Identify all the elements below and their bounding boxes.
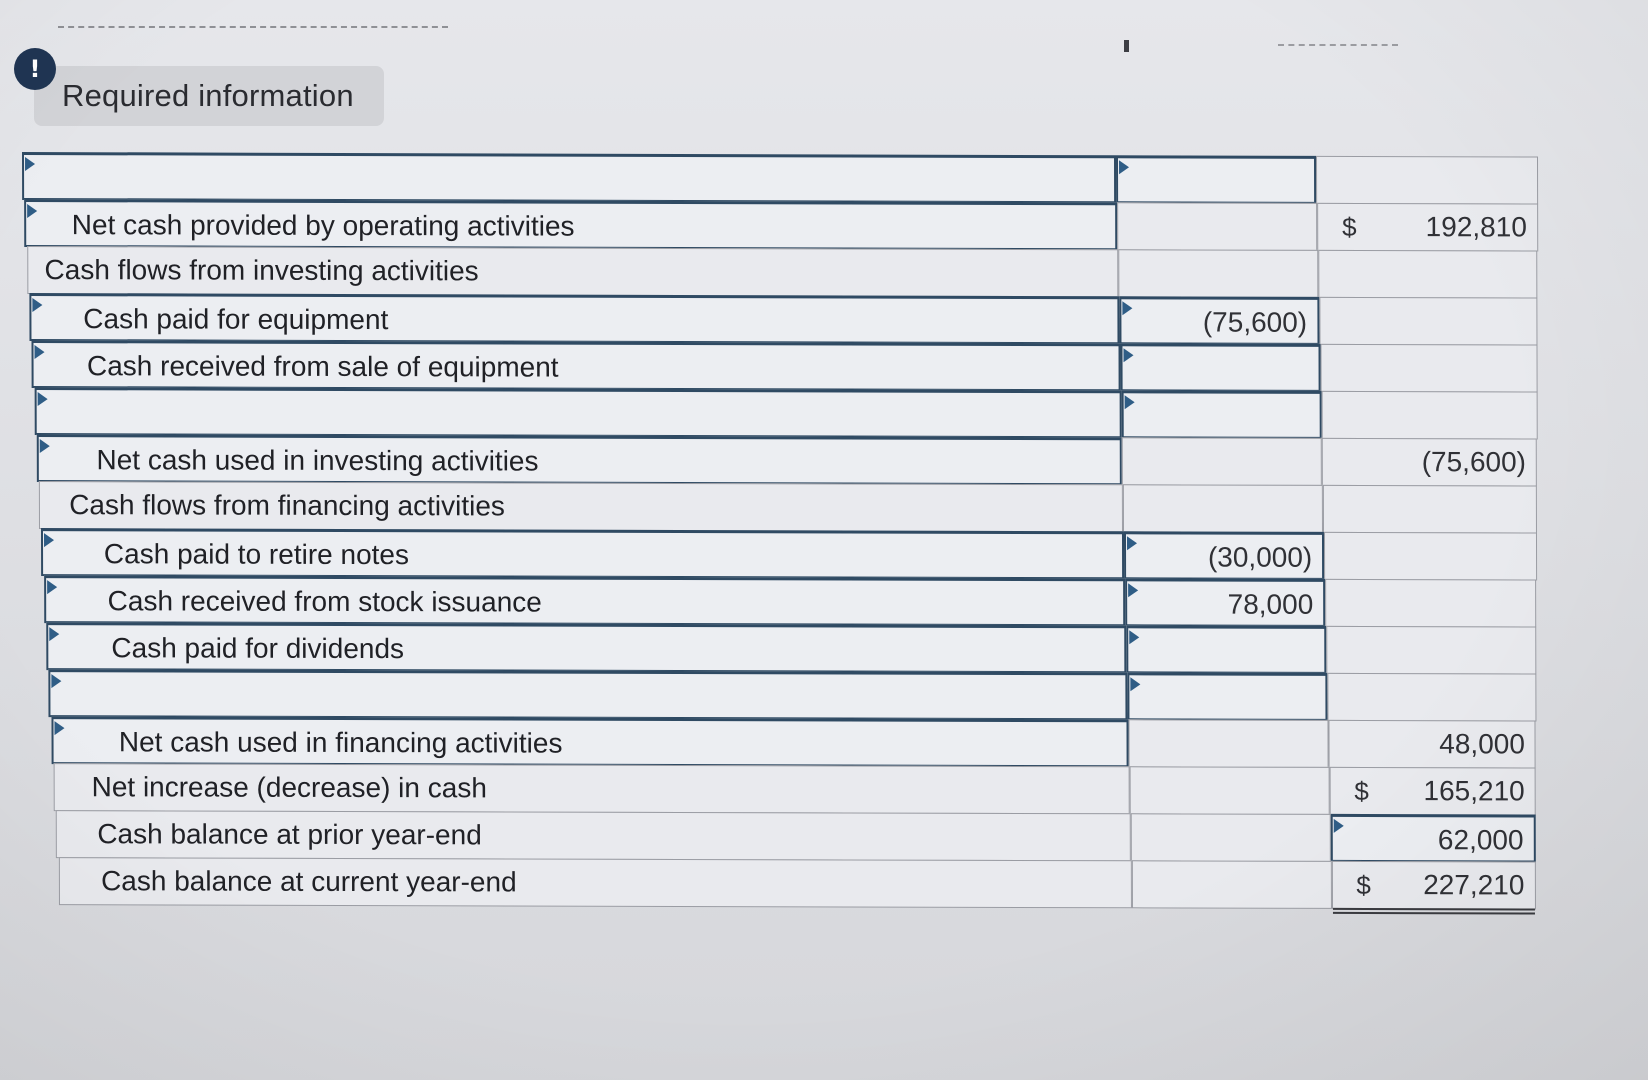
total-cell [1320,343,1538,393]
section-heading-cell: Cash flows from investing activities [26,246,1119,298]
top-dashed-rule-right [1278,44,1398,46]
dollar-sign: $ [1354,775,1369,806]
amount-input[interactable] [1121,390,1322,439]
label-input[interactable]: Cash paid for equipment [29,293,1120,345]
dollar-sign: $ [1356,869,1371,901]
amount-input[interactable] [1126,625,1327,674]
amount-input[interactable] [1127,672,1328,721]
total-cell: (75,600) [1322,437,1538,487]
amount-input[interactable] [1120,343,1321,392]
label-input[interactable]: Cash paid to retire notes [41,528,1125,580]
section-heading-cell: Cash flows from financing activities [38,481,1124,533]
total-cell [1315,155,1539,205]
total-input[interactable]: 62,000 [1330,813,1536,863]
total-cell: $192,810 [1317,202,1538,252]
top-tick-mark [1124,40,1129,52]
cash-flow-statement-table: Net cash provided by operating activitie… [22,152,1620,957]
label-input[interactable]: Cash received from sale of equipment [31,340,1121,392]
total-cell [1326,625,1537,675]
required-info-label: Required information [62,78,354,113]
amount-input[interactable]: 78,000 [1125,578,1326,627]
top-dashed-rule [58,26,448,28]
label-input[interactable]: Cash paid for dividends [46,622,1127,674]
label-cell: Cash balance at prior year-end [55,810,1131,862]
total-cell [1321,390,1538,440]
label-input[interactable] [22,152,1117,204]
dollar-sign: $ [1342,211,1357,242]
amount-cell [1118,249,1319,298]
label-input[interactable]: Net cash provided by operating activitie… [24,199,1118,251]
label-cell: Net increase (decrease) in cash [53,763,1130,815]
amount-cell [1129,766,1330,815]
label-input[interactable] [48,669,1128,721]
label-input[interactable] [34,387,1122,439]
amount-cell [1131,860,1332,909]
total-cell: $165,210 [1329,766,1536,816]
label-cell: Cash balance at current year-end [58,857,1132,909]
amount-cell [1130,813,1331,862]
amount-cell [1122,437,1323,486]
required-info-tab[interactable] [34,66,384,126]
amount-input[interactable] [1115,155,1317,204]
total-cell [1318,249,1538,299]
total-cell [1324,531,1537,581]
double-underline [1332,907,1535,915]
alert-icon: ! [14,48,56,90]
amount-input[interactable]: (30,000) [1124,531,1325,580]
label-input[interactable]: Net cash used in financing activities [51,716,1129,768]
total-cell [1323,484,1537,534]
total-cell [1327,672,1537,722]
amount-cell [1123,484,1324,533]
amount-cell [1117,202,1318,251]
amount-input[interactable]: (75,600) [1119,296,1320,345]
amount-cell [1128,719,1329,768]
label-input[interactable]: Net cash used in investing activities [36,434,1123,486]
total-cell: 48,000 [1328,719,1536,769]
total-cell [1319,296,1538,346]
total-cell [1325,578,1537,628]
total-cell: $227,210 [1331,860,1536,915]
label-input[interactable]: Cash received from stock issuance [43,575,1126,627]
